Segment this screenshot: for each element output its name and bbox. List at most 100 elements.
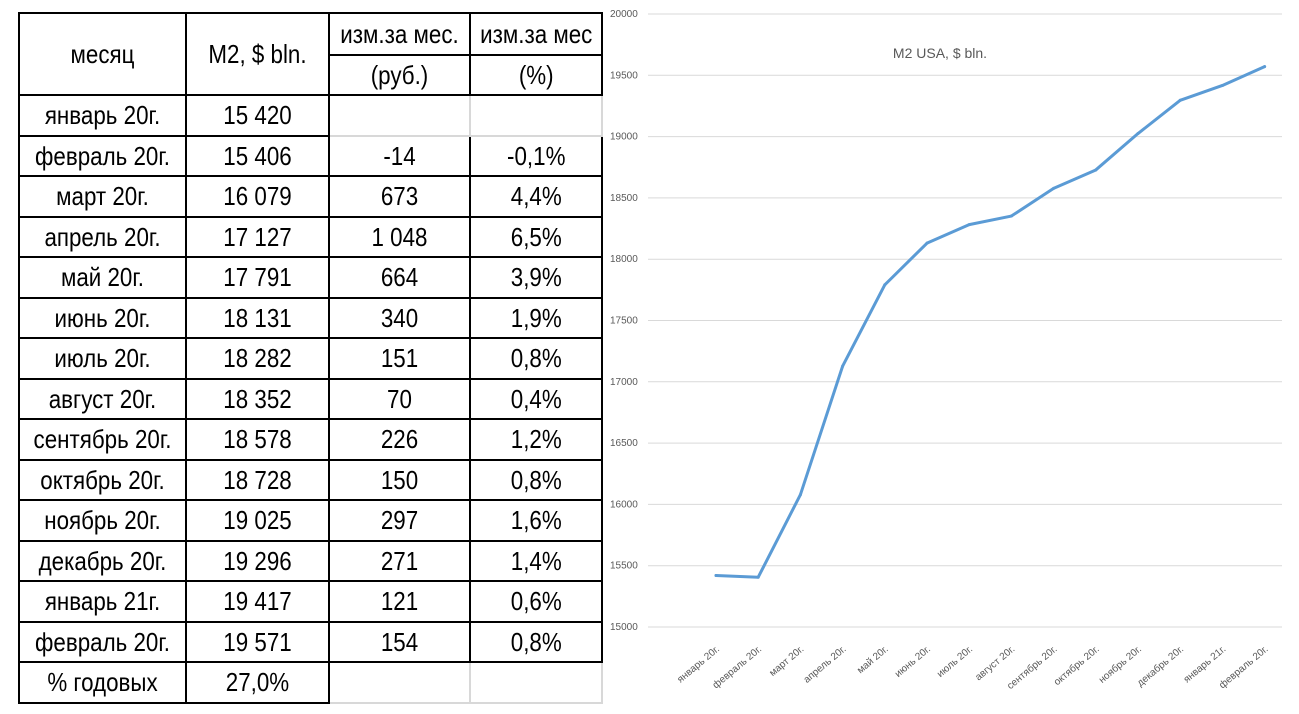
- annual-label: % годовых: [29, 661, 176, 704]
- table-row: октябрь 20г. 18 728 150 0,8%: [19, 458, 602, 501]
- cell-change-pct: 1,2%: [478, 418, 595, 461]
- header-chg-abs-bottom: (руб.): [338, 54, 461, 96]
- y-tick-label: 15500: [610, 561, 638, 572]
- annual-empty-pct: [478, 661, 595, 704]
- annual-empty-abs: [338, 661, 461, 704]
- cell-change-pct: 0,4%: [478, 377, 595, 420]
- cell-change-abs: 151: [338, 337, 461, 380]
- cell-m2: 19 571: [195, 620, 320, 663]
- header-month: месяц: [29, 12, 176, 96]
- chart-gridlines: [648, 13, 1282, 628]
- cell-month: май 20г.: [29, 256, 176, 299]
- m2-line-chart: M2 USA, $ bln. 15000 15500 16000 16500 17000…: [610, 9, 1282, 692]
- y-tick-label: 20000: [610, 9, 638, 20]
- cell-change-abs: 1 048: [338, 215, 461, 258]
- data-point: [841, 364, 845, 368]
- cell-month: март 20г.: [29, 175, 176, 218]
- cell-change-abs: 150: [338, 458, 461, 501]
- cell-month: июль 20г.: [29, 337, 176, 380]
- cell-m2: 19 025: [195, 499, 320, 542]
- y-tick-label: 17500: [610, 316, 638, 327]
- header-chg-pct-bottom: (%): [478, 54, 595, 96]
- cell-month: ноябрь 20г.: [29, 499, 176, 542]
- cell-month: апрель 20г.: [29, 215, 176, 258]
- y-tick-label: 18000: [610, 254, 638, 265]
- data-point: [1009, 214, 1013, 218]
- x-tick-label: апрель 20г.: [802, 644, 849, 686]
- table-row: январь 21г. 19 417 121 0,6%: [19, 580, 602, 623]
- cell-month: февраль 20г.: [29, 620, 176, 663]
- cell-month: январь 20г.: [29, 94, 176, 137]
- x-tick-label: март 20г.: [767, 644, 806, 679]
- cell-month: декабрь 20г.: [29, 539, 176, 582]
- y-axis-ticks: 15000 15500 16000 16500 17000 17500 18000 18500…: [610, 9, 638, 633]
- cell-m2: 18 352: [195, 377, 320, 420]
- table-row: июль 20г. 18 282 151 0,8%: [19, 337, 602, 380]
- cell-month: февраль 20г.: [29, 134, 176, 177]
- cell-change-abs: [338, 94, 461, 137]
- table-body: месяц M2, $ bln. изм.за мес. изм.за мес …: [19, 12, 602, 704]
- data-point: [1178, 98, 1182, 102]
- cell-m2: 18 131: [195, 296, 320, 339]
- cell-month: январь 21г.: [29, 580, 176, 623]
- x-tick-label: июль 20г.: [935, 644, 975, 680]
- y-tick-label: 15000: [610, 622, 638, 633]
- y-tick-label: 17000: [610, 377, 638, 388]
- x-tick-label: октябрь 20г.: [1051, 643, 1101, 688]
- table-row: январь 20г. 15 420: [19, 94, 602, 137]
- x-tick-label: май 20г.: [855, 644, 891, 676]
- cell-change-abs: 340: [338, 296, 461, 339]
- x-tick-label: июнь 20г.: [893, 644, 933, 680]
- series-line: [714, 65, 1267, 579]
- cell-month: октябрь 20г.: [29, 458, 176, 501]
- cell-m2: 15 420: [195, 94, 320, 137]
- table-row: декабрь 20г. 19 296 271 1,4%: [19, 539, 602, 582]
- cell-m2: 18 578: [195, 418, 320, 461]
- cell-change-pct: 1,6%: [478, 499, 595, 542]
- cell-change-pct: 3,9%: [478, 256, 595, 299]
- cell-change-abs: 121: [338, 580, 461, 623]
- cell-change-pct: 0,8%: [478, 620, 595, 663]
- data-point: [967, 223, 971, 227]
- cell-change-abs: 297: [338, 499, 461, 542]
- m2-data-table: месяц M2, $ bln. изм.за мес. изм.за мес …: [18, 12, 603, 704]
- header-m2: M2, $ bln.: [195, 12, 320, 96]
- table-row: июнь 20г. 18 131 340 1,9%: [19, 296, 602, 339]
- table-row: сентябрь 20г. 18 578 226 1,2%: [19, 418, 602, 461]
- cell-change-pct: -0,1%: [478, 134, 595, 177]
- table-row: май 20г. 17 791 664 3,9%: [19, 256, 602, 299]
- cell-change-pct: [478, 94, 595, 137]
- table-row-annual: % годовых 27,0%: [19, 661, 602, 704]
- cell-change-pct: 0,8%: [478, 337, 595, 380]
- cell-m2: 17 127: [195, 215, 320, 258]
- cell-change-abs: -14: [338, 134, 461, 177]
- y-tick-label: 18500: [610, 193, 638, 204]
- cell-change-pct: 4,4%: [478, 175, 595, 218]
- x-tick-label: декабрь 20г.: [1135, 643, 1187, 689]
- cell-month: август 20г.: [29, 377, 176, 420]
- cell-change-pct: 0,8%: [478, 458, 595, 501]
- x-axis-ticks: январь 20г.февраль 20г. март 20г.апрель 2…: [675, 643, 1270, 692]
- data-point: [798, 493, 802, 497]
- data-point: [756, 575, 760, 579]
- chart-series: [714, 65, 1267, 579]
- cell-m2: 15 406: [195, 134, 320, 177]
- cell-change-pct: 1,9%: [478, 296, 595, 339]
- cell-change-pct: 1,4%: [478, 539, 595, 582]
- y-tick-label: 16000: [610, 499, 638, 510]
- cell-change-pct: 6,5%: [478, 215, 595, 258]
- data-point: [1136, 132, 1140, 136]
- cell-change-abs: 154: [338, 620, 461, 663]
- cell-m2: 16 079: [195, 175, 320, 218]
- table-row: апрель 20г. 17 127 1 048 6,5%: [19, 215, 602, 258]
- cell-m2: 18 728: [195, 458, 320, 501]
- data-point: [1263, 65, 1267, 69]
- cell-m2: 17 791: [195, 256, 320, 299]
- cell-change-abs: 226: [338, 418, 461, 461]
- table-row: февраль 20г. 19 571 154 0,8%: [19, 620, 602, 663]
- cell-month: июнь 20г.: [29, 296, 176, 339]
- cell-change-abs: 664: [338, 256, 461, 299]
- data-point: [1052, 186, 1056, 190]
- cell-m2: 18 282: [195, 337, 320, 380]
- data-point: [883, 283, 887, 287]
